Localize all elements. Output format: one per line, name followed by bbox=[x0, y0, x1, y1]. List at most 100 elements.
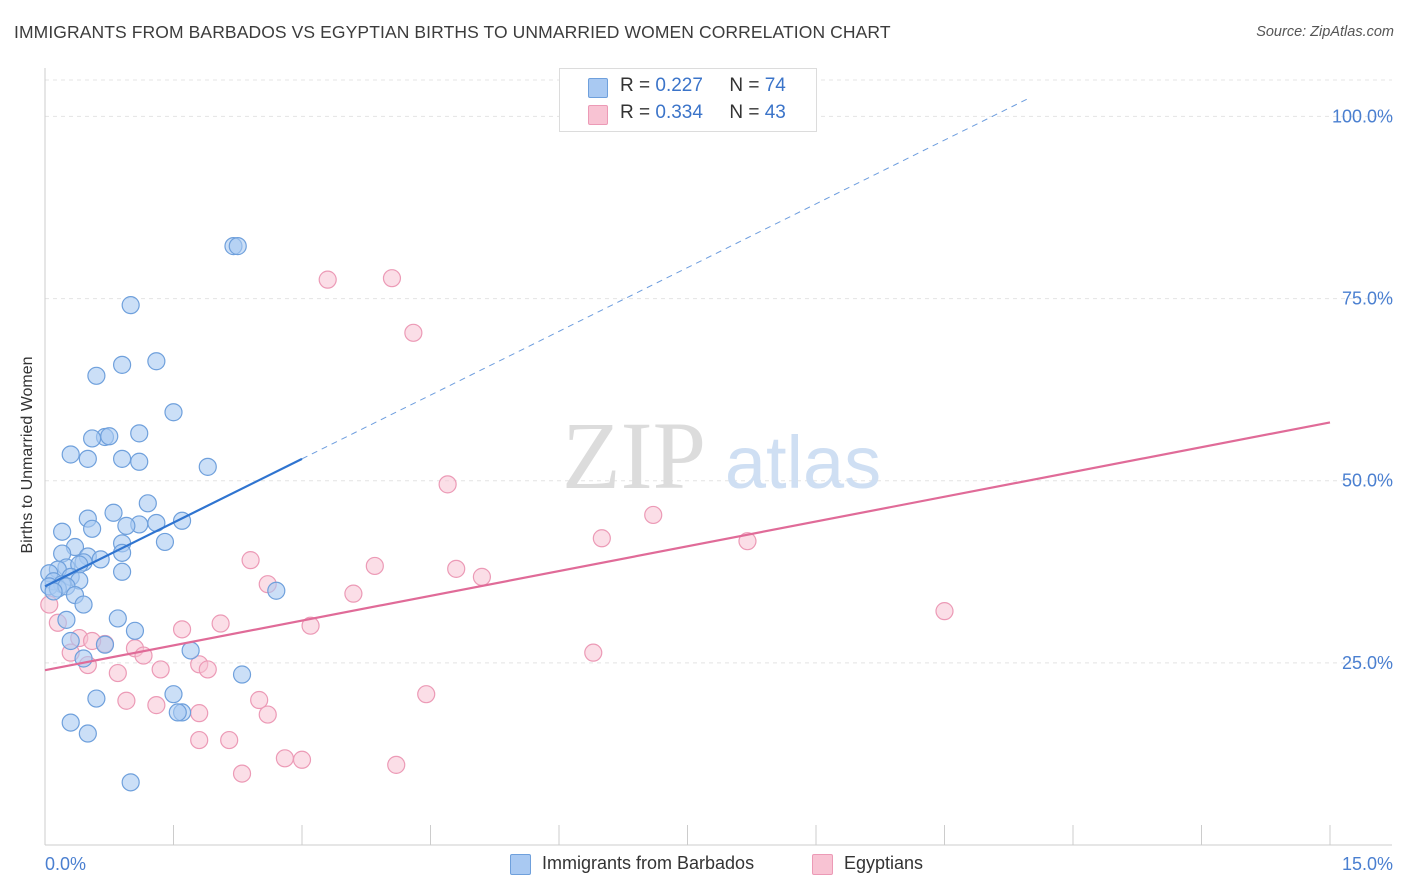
data-point-egyptians bbox=[382, 269, 402, 288]
data-point-egyptians bbox=[644, 505, 663, 525]
data-point-barbados bbox=[61, 445, 80, 464]
data-point-egyptians bbox=[935, 602, 954, 621]
chart-title: IMMIGRANTS FROM BARBADOS VS EGYPTIAN BIR… bbox=[14, 22, 891, 42]
stats-legend: R = 0.227 N = 74 R = 0.334 N = 43 bbox=[559, 68, 817, 132]
y-tick-label: 100.0% bbox=[1332, 106, 1393, 126]
y-tick-label: 25.0% bbox=[1342, 653, 1393, 673]
data-point-barbados bbox=[100, 427, 119, 446]
data-point-barbados bbox=[121, 296, 140, 315]
data-point-egyptians bbox=[190, 704, 209, 723]
data-point-egyptians bbox=[151, 660, 170, 679]
data-point-egyptians bbox=[258, 705, 277, 724]
watermark-atlas: atlas bbox=[725, 421, 881, 504]
data-point-barbados bbox=[228, 237, 247, 256]
data-point-egyptians bbox=[241, 551, 260, 570]
gridlines bbox=[45, 79, 1392, 664]
bottom-legend-swatch-barbados bbox=[510, 854, 531, 875]
y-tick-label: 50.0% bbox=[1342, 471, 1393, 491]
data-point-barbados bbox=[147, 352, 166, 371]
trend-line-barbados-extension bbox=[301, 97, 1030, 460]
data-point-egyptians bbox=[190, 730, 209, 750]
data-point-barbados bbox=[83, 429, 102, 448]
data-point-egyptians bbox=[404, 323, 423, 342]
y-axis-label: Births to Unmarried Women bbox=[19, 356, 36, 554]
data-point-barbados bbox=[267, 581, 286, 600]
data-point-barbados bbox=[104, 503, 123, 522]
series-egyptians-points bbox=[40, 269, 954, 783]
data-point-egyptians bbox=[172, 620, 192, 639]
data-point-barbados bbox=[108, 609, 127, 628]
data-point-barbados bbox=[117, 516, 136, 535]
bottom-legend-label-barbados: Immigrants from Barbados bbox=[542, 853, 755, 873]
data-point-barbados bbox=[74, 595, 93, 614]
data-point-barbados bbox=[78, 724, 97, 743]
data-point-egyptians bbox=[275, 749, 294, 768]
legend-n-label: N = bbox=[729, 75, 760, 96]
data-point-egyptians bbox=[584, 643, 603, 662]
x-tick-label-min: 0.0% bbox=[45, 854, 86, 874]
data-point-egyptians bbox=[108, 663, 127, 683]
data-point-barbados bbox=[78, 449, 97, 468]
legend-n-label: N = bbox=[729, 102, 760, 123]
trend-lines bbox=[44, 97, 1331, 672]
legend-n-value-barbados: 74 bbox=[764, 75, 786, 96]
data-point-barbados bbox=[53, 522, 72, 541]
data-point-barbados bbox=[83, 519, 102, 538]
legend-swatch-barbados bbox=[588, 78, 608, 98]
legend-r-label: R = bbox=[620, 102, 651, 123]
data-point-egyptians bbox=[438, 475, 457, 494]
data-point-egyptians bbox=[232, 764, 252, 783]
watermark-zip: ZIP bbox=[562, 402, 706, 509]
y-tick-label: 75.0% bbox=[1342, 289, 1393, 309]
data-point-barbados bbox=[112, 562, 132, 581]
data-point-barbados bbox=[95, 635, 115, 654]
data-point-egyptians bbox=[738, 532, 757, 551]
data-point-barbados bbox=[168, 703, 187, 722]
data-point-barbados bbox=[138, 494, 157, 513]
data-point-egyptians bbox=[365, 556, 384, 576]
data-point-barbados bbox=[130, 424, 149, 443]
series-barbados-points bbox=[40, 237, 286, 792]
data-point-egyptians bbox=[417, 685, 436, 704]
data-point-egyptians bbox=[387, 755, 406, 774]
legend-swatch-egyptians bbox=[588, 105, 608, 125]
trend-line-egyptians bbox=[44, 421, 1331, 672]
data-point-barbados bbox=[181, 641, 200, 660]
data-point-barbados bbox=[232, 665, 252, 684]
data-point-barbados bbox=[164, 685, 183, 704]
data-point-egyptians bbox=[117, 691, 136, 710]
data-point-egyptians bbox=[592, 529, 611, 548]
data-point-barbados bbox=[198, 457, 217, 476]
data-point-barbados bbox=[87, 366, 106, 385]
data-point-barbados bbox=[57, 610, 76, 629]
tick-labels: 25.0% 50.0% 75.0% 100.0% 0.0% 15.0% bbox=[45, 106, 1393, 874]
data-point-barbados bbox=[87, 689, 106, 708]
source-label: Source: ZipAtlas.com bbox=[1256, 24, 1394, 40]
data-point-egyptians bbox=[344, 584, 363, 603]
data-point-egyptians bbox=[318, 270, 337, 289]
axes bbox=[44, 68, 1392, 846]
data-point-barbados bbox=[125, 621, 145, 640]
data-point-egyptians bbox=[292, 750, 312, 769]
x-tick-label-max: 15.0% bbox=[1342, 854, 1393, 874]
trend-line-barbados bbox=[44, 457, 303, 588]
legend-r-value-egyptians: 0.334 bbox=[655, 102, 703, 123]
legend-r-label: R = bbox=[620, 75, 651, 96]
data-point-egyptians bbox=[447, 559, 466, 578]
data-point-barbados bbox=[164, 403, 183, 422]
data-point-egyptians bbox=[198, 660, 217, 679]
data-point-egyptians bbox=[250, 690, 269, 710]
data-point-barbados bbox=[112, 355, 132, 374]
data-point-egyptians bbox=[301, 616, 320, 635]
legend-n-value-egyptians: 43 bbox=[764, 102, 786, 123]
data-point-barbados bbox=[155, 532, 175, 552]
data-point-barbados bbox=[121, 773, 140, 792]
data-point-barbados bbox=[112, 449, 132, 468]
data-point-egyptians bbox=[220, 730, 239, 750]
data-point-egyptians bbox=[147, 696, 166, 715]
watermark: ZIP atlas bbox=[562, 402, 881, 509]
bottom-legend-label-egyptians: Egyptians bbox=[844, 853, 924, 873]
data-point-egyptians bbox=[211, 614, 230, 633]
data-point-barbados bbox=[61, 631, 80, 651]
